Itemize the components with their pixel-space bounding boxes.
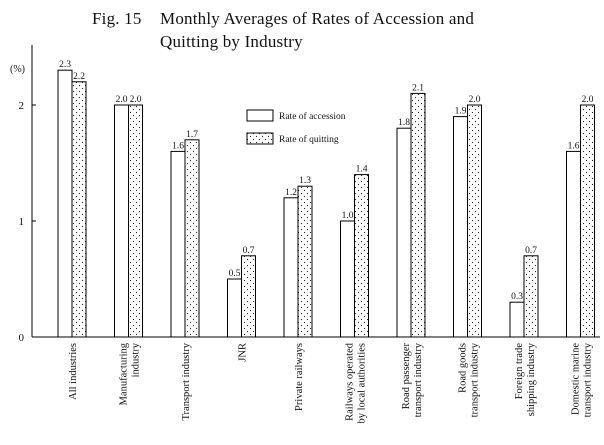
bar-quitting — [523, 255, 539, 338]
bar-quitting — [241, 255, 256, 338]
legend-swatch — [246, 109, 274, 122]
category-label-line: Road passenger — [401, 343, 412, 410]
y-tick-label: 2 — [19, 100, 25, 112]
category-label-line: transport industry — [413, 342, 424, 417]
data-label: 2.0 — [130, 95, 142, 105]
category-label: Road goods transport industry — [458, 342, 481, 417]
legend-entry: Rate of quitting — [279, 134, 339, 145]
bar-accession — [57, 69, 73, 338]
bar-quitting — [354, 174, 369, 338]
title-text-1: Monthly Averages of Rates of Accession a… — [160, 9, 475, 28]
bar-accession — [566, 150, 581, 338]
data-label: 1.6 — [568, 141, 580, 151]
category-label-line: Domestic marine — [571, 343, 582, 415]
data-label: 0.7 — [525, 246, 537, 256]
category-label-line: Manufacturing — [119, 342, 130, 405]
legend-swatch — [246, 132, 274, 145]
category-label-line: Road goods — [458, 343, 469, 393]
legend-entry: Rate of accession — [279, 111, 346, 122]
category-label: Railways operated by local authorities — [345, 342, 368, 423]
data-label: 0.3 — [511, 292, 523, 302]
data-label: 0.5 — [229, 269, 241, 279]
data-label: 2.1 — [412, 83, 424, 93]
data-label: 2.3 — [59, 60, 71, 70]
data-label: 1.0 — [342, 211, 354, 221]
category-label-line: Foreign trade — [514, 343, 525, 400]
bar-quitting — [410, 92, 426, 338]
category-label: JNR — [238, 343, 249, 362]
figure-label: Fig. 15 — [92, 9, 142, 28]
category-label-line: JNR — [238, 343, 249, 362]
bar-accession — [509, 301, 525, 338]
category-label-line: transport industry — [470, 342, 481, 417]
bar-quitting — [297, 185, 313, 338]
category-label: All industries — [68, 343, 79, 400]
category-label-line: shipping industry — [526, 342, 537, 416]
bar-quitting — [467, 104, 482, 338]
data-label: 2.0 — [582, 95, 594, 105]
bar-accession — [170, 150, 186, 338]
category-label-line: transport industry — [583, 342, 594, 417]
category-label-line: Private railways — [294, 343, 305, 411]
category-label: Private railways — [294, 343, 305, 411]
category-label-line: Railways operated — [345, 342, 356, 421]
data-label: 0.7 — [243, 246, 255, 256]
title-line-1: Fig. 15 Monthly Averages of Rates of Acce… — [92, 7, 474, 30]
title-line-2: Quitting by Industry — [160, 32, 303, 51]
category-label-line: by local authorities — [357, 343, 368, 423]
bar-quitting — [71, 81, 87, 338]
y-tick-label: 1 — [19, 216, 25, 228]
category-label: Domestic marine transport industry — [571, 342, 594, 417]
category-label: Manufacturing industry — [119, 342, 142, 405]
data-label: 1.4 — [356, 165, 368, 175]
data-label: 1.7 — [186, 130, 198, 140]
category-label: Foreign trade shipping industry — [514, 342, 537, 416]
data-label: 1.3 — [299, 176, 311, 186]
category-label-line: All industries — [68, 343, 79, 400]
bar-quitting — [580, 104, 595, 338]
bar-accession — [453, 116, 468, 338]
data-label: 1.9 — [455, 107, 467, 117]
y-tick-label: 0 — [19, 332, 25, 344]
bar-accession — [227, 278, 242, 338]
bar-accession — [396, 127, 412, 338]
bar-quitting — [184, 139, 200, 338]
bar-accession — [283, 197, 299, 338]
chart-title: Fig. 15 Monthly Averages of Rates of Acce… — [92, 7, 474, 53]
bar-accession — [114, 104, 129, 338]
data-label: 1.6 — [172, 141, 184, 151]
category-label: Transport industry — [181, 342, 192, 420]
data-label: 1.2 — [285, 188, 297, 198]
bar-accession — [340, 220, 355, 338]
y-axis-label: (%) — [10, 64, 25, 75]
category-label-line: Transport industry — [181, 342, 192, 420]
category-label-line: industry — [131, 342, 142, 377]
data-label: 1.8 — [398, 118, 410, 128]
category-label: Road passenger transport industry — [401, 342, 424, 417]
data-label: 2.0 — [116, 95, 128, 105]
bar-quitting — [128, 104, 143, 338]
data-label: 2.2 — [73, 72, 85, 82]
data-label: 2.0 — [469, 95, 481, 105]
